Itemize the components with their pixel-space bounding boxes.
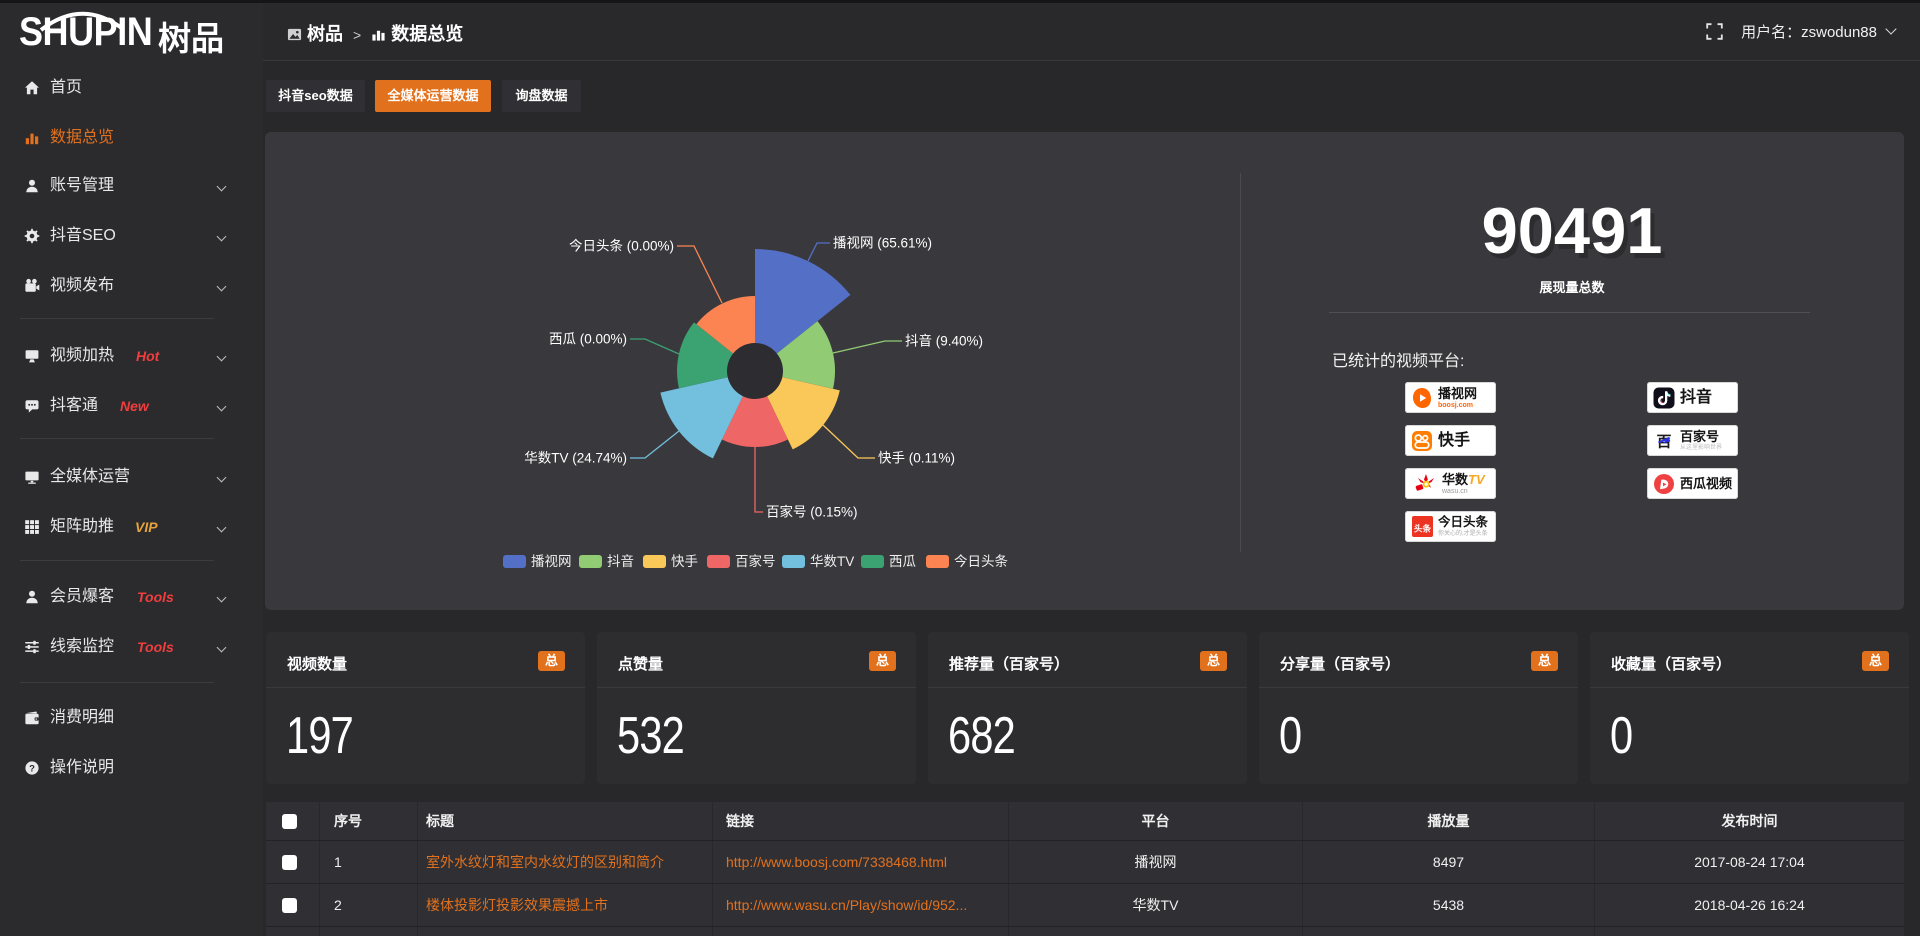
svg-text:播视网 (65.61%): 播视网 (65.61%) xyxy=(833,236,932,251)
svg-text:西瓜 (0.00%): 西瓜 (0.00%) xyxy=(549,332,627,347)
svg-text:今日头条 (0.00%): 今日头条 (0.00%) xyxy=(569,238,674,254)
svg-text:?: ? xyxy=(29,763,35,774)
svg-text:快手: 快手 xyxy=(671,554,698,569)
svg-text:抖音: 抖音 xyxy=(607,553,634,569)
svg-text:抖音 (9.40%): 抖音 (9.40%) xyxy=(905,333,983,349)
svg-text:百家号: 百家号 xyxy=(735,553,776,569)
svg-text:今日头条: 今日头条 xyxy=(954,553,1008,569)
svg-text:快手 (0.11%): 快手 (0.11%) xyxy=(878,451,955,466)
svg-text:播视网: 播视网 xyxy=(531,554,572,569)
svg-text:西瓜: 西瓜 xyxy=(889,554,917,569)
svg-text:百家号 (0.15%): 百家号 (0.15%) xyxy=(766,504,858,520)
svg-text:头条: 头条 xyxy=(1413,522,1431,533)
svg-text:华数TV: 华数TV xyxy=(810,554,854,569)
svg-text:华数TV (24.74%): 华数TV (24.74%) xyxy=(524,451,627,466)
